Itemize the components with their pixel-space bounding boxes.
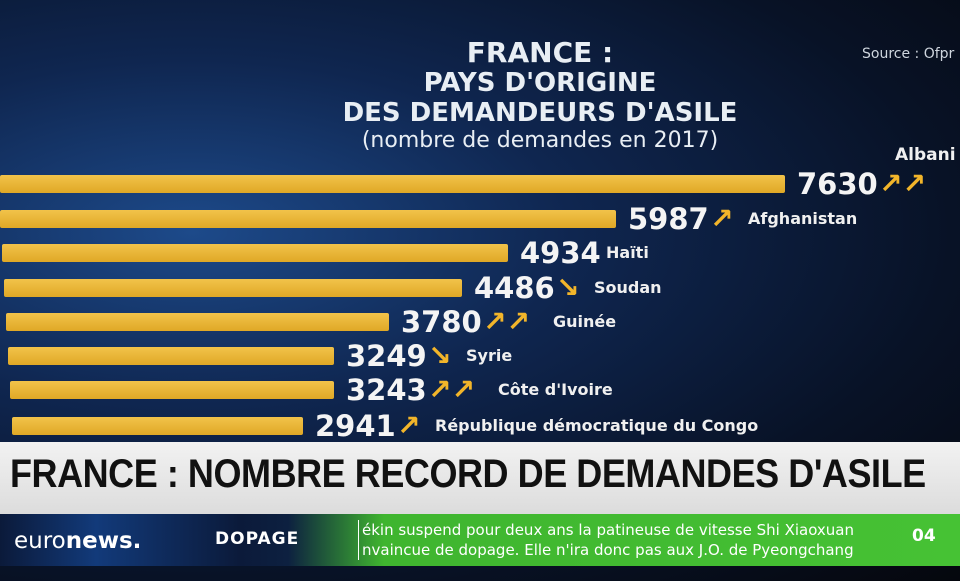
value-label: 3780 — [401, 305, 482, 339]
country-label: Albani — [895, 145, 956, 165]
bar-chart: 7630 ↗↗ Albani 5987 ↗ Afghanistan 4934 Haïti 448… — [0, 145, 956, 443]
title-line: PAYS D'ORIGINE — [423, 68, 657, 98]
country-label: Guinée — [553, 312, 617, 331]
headline-banner: FRANCE : NOMBRE RECORD DE DEMANDES D'ASI… — [0, 442, 960, 514]
value-label: 7630 — [797, 167, 878, 201]
value-label: 4934 — [520, 236, 601, 270]
title-line: FRANCE : — [466, 36, 614, 69]
chart-source: Source : Ofpr — [862, 46, 955, 62]
bar — [10, 381, 334, 399]
value-label: 4486 — [474, 271, 555, 305]
bar — [0, 210, 616, 228]
trend-arrow-icon: ↗↗ — [879, 167, 926, 200]
bar — [2, 244, 508, 262]
ticker-line: ékin suspend pour deux ans la patineuse … — [362, 521, 855, 539]
bar — [12, 417, 303, 435]
news-ticker: euronews. DOPAGE ékin suspend pour deux … — [0, 514, 960, 566]
trend-arrow-icon: ↗ — [710, 202, 734, 235]
title-line: DES DEMANDEURS D'ASILE — [342, 98, 738, 128]
trend-arrow-icon: ↗ — [397, 409, 421, 442]
bar — [8, 347, 334, 365]
bar — [0, 175, 785, 193]
logo-part: euro — [14, 528, 66, 554]
value-label: 3249 — [346, 339, 427, 373]
bar — [4, 279, 462, 297]
country-label: République démocratique du Congo — [435, 416, 759, 435]
ticker-line: nvaincue de dopage. Elle n'ira donc pas … — [362, 541, 854, 559]
chart-subtitle: (nombre de demandes en 2017) — [361, 128, 719, 153]
ticker-section: DOPAGE — [215, 529, 300, 549]
value-label: 3243 — [346, 373, 427, 407]
logo-dot: . — [132, 528, 142, 554]
bar — [6, 313, 389, 331]
chart-title: FRANCE : PAYS D'ORIGINE DES DEMANDEURS D… — [300, 38, 780, 154]
country-label: Côte d'Ivoire — [498, 380, 613, 399]
ticker-page-number: 04 — [912, 526, 936, 546]
ticker-text: ékin suspend pour deux ans la patineuse … — [358, 520, 854, 560]
value-label: 2941 — [315, 409, 396, 443]
country-label: Afghanistan — [748, 209, 858, 228]
country-label: Syrie — [466, 346, 513, 365]
euronews-logo: euronews. — [14, 528, 141, 554]
country-label: Haïti — [606, 243, 649, 262]
trend-arrow-icon: ↗↗ — [428, 373, 475, 406]
trend-arrow-icon: ↘ — [556, 271, 580, 304]
trend-arrow-icon: ↘ — [428, 339, 452, 372]
headline: FRANCE : NOMBRE RECORD DE DEMANDES D'ASI… — [10, 452, 926, 496]
country-label: Soudan — [594, 278, 662, 297]
logo-part: news — [65, 528, 133, 554]
value-label: 5987 — [628, 202, 709, 236]
trend-arrow-icon: ↗↗ — [483, 305, 530, 338]
